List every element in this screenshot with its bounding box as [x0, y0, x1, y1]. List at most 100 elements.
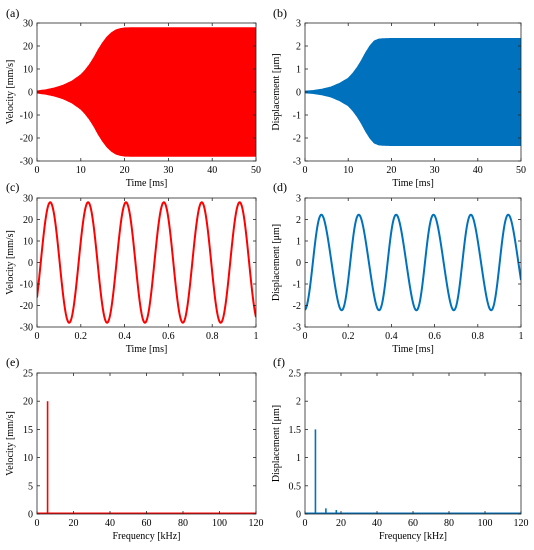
y-tick-label: -20	[20, 134, 33, 145]
x-tick-label: 80	[444, 518, 454, 529]
y-tick-label: 1	[296, 237, 301, 248]
x-tick-label: 40	[207, 165, 217, 176]
y-tick-label: -20	[20, 301, 33, 312]
x-tick-label: 0.4	[385, 331, 398, 342]
chart-panel-6: (f) 0 20 40 60 80 100 120 0 0.5 1 1.5 2 2.5 Frequency …	[271, 355, 529, 542]
axes-frame	[36, 197, 257, 328]
y-axis-label: Displacement [μm]	[271, 405, 282, 482]
y-tick-label: 0	[28, 88, 33, 99]
y-tick-label: -1	[293, 280, 301, 291]
x-tick-label: 0	[35, 518, 40, 529]
series-envelope-area	[37, 27, 256, 157]
x-tick-label: 50	[516, 165, 526, 176]
x-tick-label: 30	[163, 165, 173, 176]
x-axis-label: Time [ms]	[126, 178, 168, 189]
x-tick-label: 20	[120, 165, 130, 176]
y-axis-label: Velocity [mm/s]	[5, 411, 16, 476]
chart-panel-5: (e) 0 20 40 60 80 100 120 0 5 10 15 20 25 Frequency [k…	[5, 355, 264, 542]
chart-panel-1: (a) 0 10 20 30 40 50 -30 -20 -10 0 10 20 30 Time [ms] V…	[5, 6, 261, 189]
x-tick-label: 20	[69, 518, 79, 529]
x-tick-label: 40	[473, 165, 483, 176]
y-tick-label: -30	[20, 323, 33, 334]
x-tick-label: 120	[514, 518, 529, 529]
chart-panel-2: (b) 0 10 20 30 40 50 -3 -2 -1 0 1 2 3 Time [ms] Displac…	[271, 6, 526, 189]
x-tick-label: 30	[430, 165, 440, 176]
x-tick-label: 0.8	[206, 331, 219, 342]
y-tick-label: 1.5	[289, 425, 302, 436]
panel-label: (f)	[273, 355, 285, 369]
panel-label: (b)	[273, 6, 287, 20]
chart-panel-3: (c) 0 0.2 0.4 0.6 0.8 1 -30 -20 -10 0 10 20 30 Time [m…	[5, 180, 259, 355]
series-envelope-area	[305, 38, 521, 146]
y-tick-label: -2	[293, 301, 301, 312]
x-tick-label: 0.6	[162, 331, 175, 342]
x-axis-label: Time [ms]	[126, 344, 168, 355]
x-axis-label: Time [ms]	[392, 178, 434, 189]
x-tick-label: 1	[519, 331, 524, 342]
x-tick-label: 0	[303, 518, 308, 529]
plot-area	[37, 401, 256, 514]
y-tick-label: 10	[23, 453, 33, 464]
y-tick-label: 0	[296, 88, 301, 99]
y-tick-label: 30	[23, 194, 33, 205]
y-tick-label: -30	[20, 157, 33, 168]
y-tick-label: -3	[293, 157, 301, 168]
y-tick-label: 0	[296, 510, 301, 521]
axes-frame	[36, 372, 257, 515]
x-tick-label: 0.8	[472, 331, 485, 342]
y-tick-label: 2	[296, 215, 301, 226]
y-tick-label: 20	[23, 42, 33, 53]
series-waveform-line	[37, 201, 256, 324]
x-tick-label: 120	[249, 518, 264, 529]
plot-area	[37, 27, 256, 157]
y-tick-label: 10	[23, 237, 33, 248]
y-tick-label: -10	[20, 280, 33, 291]
y-tick-label: -3	[293, 323, 301, 334]
y-tick-label: 0.5	[289, 481, 302, 492]
x-tick-label: 0.2	[75, 331, 88, 342]
y-tick-label: 20	[23, 215, 33, 226]
panel-label: (a)	[6, 6, 19, 20]
x-tick-label: 40	[372, 518, 382, 529]
y-tick-label: 25	[23, 369, 33, 380]
x-tick-label: 40	[105, 518, 115, 529]
x-tick-label: 0	[303, 165, 308, 176]
y-tick-label: 20	[23, 397, 33, 408]
y-tick-label: 30	[23, 19, 33, 30]
x-tick-label: 10	[343, 165, 353, 176]
y-tick-label: 2	[296, 397, 301, 408]
y-tick-label: 10	[23, 65, 33, 76]
plot-area	[37, 201, 256, 324]
x-tick-label: 0	[35, 165, 40, 176]
x-tick-label: 0.6	[428, 331, 441, 342]
panel-label: (c)	[6, 180, 19, 194]
plot-area	[305, 213, 521, 312]
panel-label: (d)	[273, 180, 287, 194]
y-tick-label: -1	[293, 111, 301, 122]
panel-label: (e)	[6, 355, 19, 369]
y-tick-label: 3	[296, 194, 301, 205]
y-tick-label: -10	[20, 111, 33, 122]
y-tick-label: 3	[296, 19, 301, 30]
x-tick-label: 50	[251, 165, 261, 176]
y-tick-label: 15	[23, 425, 33, 436]
y-tick-label: 5	[28, 481, 33, 492]
x-tick-label: 100	[212, 518, 227, 529]
x-tick-label: 10	[76, 165, 86, 176]
x-tick-label: 0.2	[342, 331, 355, 342]
y-tick-label: 1	[296, 65, 301, 76]
y-tick-label: 1	[296, 453, 301, 464]
x-axis-label: Frequency [kHz]	[112, 531, 180, 542]
x-tick-label: 20	[336, 518, 346, 529]
x-tick-label: 20	[386, 165, 396, 176]
y-tick-label: 0	[28, 258, 33, 269]
x-tick-label: 80	[178, 518, 188, 529]
y-tick-label: 0	[28, 510, 33, 521]
y-axis-label: Velocity [mm/s]	[5, 230, 16, 295]
x-tick-label: 1	[254, 331, 259, 342]
y-axis-label: Displacement [μm]	[271, 224, 282, 301]
x-tick-label: 60	[408, 518, 418, 529]
x-tick-label: 100	[478, 518, 493, 529]
y-tick-label: 0	[296, 258, 301, 269]
